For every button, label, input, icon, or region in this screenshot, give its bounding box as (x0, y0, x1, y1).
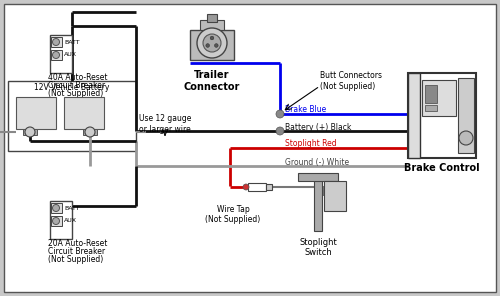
Bar (266, 184, 272, 190)
Circle shape (203, 34, 221, 52)
Bar (408, 73, 420, 158)
Text: BATT: BATT (64, 205, 80, 210)
Text: Stoplight
Switch: Stoplight Switch (299, 238, 337, 258)
Text: Brake Control: Brake Control (404, 163, 480, 173)
Bar (408, 73, 476, 158)
Bar (50, 201, 72, 239)
Circle shape (52, 218, 60, 224)
Text: AUX: AUX (64, 218, 77, 223)
Bar (50, 35, 72, 73)
Bar (298, 173, 338, 181)
Text: -: - (88, 126, 92, 139)
Circle shape (276, 127, 284, 135)
Bar (8, 81, 136, 151)
Circle shape (52, 205, 60, 212)
Circle shape (206, 44, 210, 47)
Bar (248, 183, 266, 191)
Bar (314, 176, 322, 231)
Text: Ground (-) White: Ground (-) White (285, 157, 349, 166)
Text: Battery (+) Black: Battery (+) Black (285, 123, 352, 131)
Text: Trailer
Connector: Trailer Connector (184, 70, 240, 91)
Text: (Not Supplied): (Not Supplied) (48, 255, 104, 265)
Bar (458, 78, 474, 153)
Bar (207, 14, 217, 22)
Text: 20A Auto-Reset: 20A Auto-Reset (48, 239, 108, 249)
Text: Butt Connectors
(Not Supplied): Butt Connectors (Not Supplied) (320, 71, 382, 91)
Bar (425, 105, 437, 111)
Bar (51, 50, 62, 60)
Circle shape (243, 184, 249, 190)
Circle shape (459, 131, 473, 145)
Text: (Not Supplied): (Not Supplied) (48, 89, 104, 99)
Circle shape (276, 110, 284, 118)
Circle shape (85, 127, 95, 137)
Text: Brake Blue: Brake Blue (285, 105, 326, 115)
Circle shape (197, 28, 227, 58)
Text: Stoplight Red: Stoplight Red (285, 139, 337, 149)
Bar (16, 97, 56, 129)
Bar (324, 181, 346, 211)
Bar (422, 80, 456, 116)
Circle shape (214, 44, 218, 47)
Text: Use 12 gauge
or larger wire: Use 12 gauge or larger wire (139, 114, 191, 134)
Text: 12V Vehicle Battery: 12V Vehicle Battery (34, 83, 110, 92)
Bar (51, 37, 62, 47)
Text: +: + (26, 127, 34, 137)
Circle shape (25, 127, 35, 137)
Bar (200, 20, 224, 30)
Text: BATT: BATT (64, 39, 80, 44)
Circle shape (52, 52, 60, 59)
Bar (83, 129, 97, 135)
Text: Circuit Breaker: Circuit Breaker (48, 81, 105, 91)
Text: AUX: AUX (64, 52, 77, 57)
Text: Circuit Breaker: Circuit Breaker (48, 247, 105, 257)
Text: 40A Auto-Reset: 40A Auto-Reset (48, 73, 108, 83)
Bar (51, 216, 62, 226)
Text: Wire Tap
(Not Supplied): Wire Tap (Not Supplied) (206, 205, 260, 224)
Circle shape (52, 38, 60, 46)
Bar (190, 30, 234, 60)
Circle shape (210, 36, 214, 40)
Bar (23, 129, 37, 135)
Bar (51, 203, 62, 213)
Bar (64, 97, 104, 129)
Bar (425, 85, 437, 103)
